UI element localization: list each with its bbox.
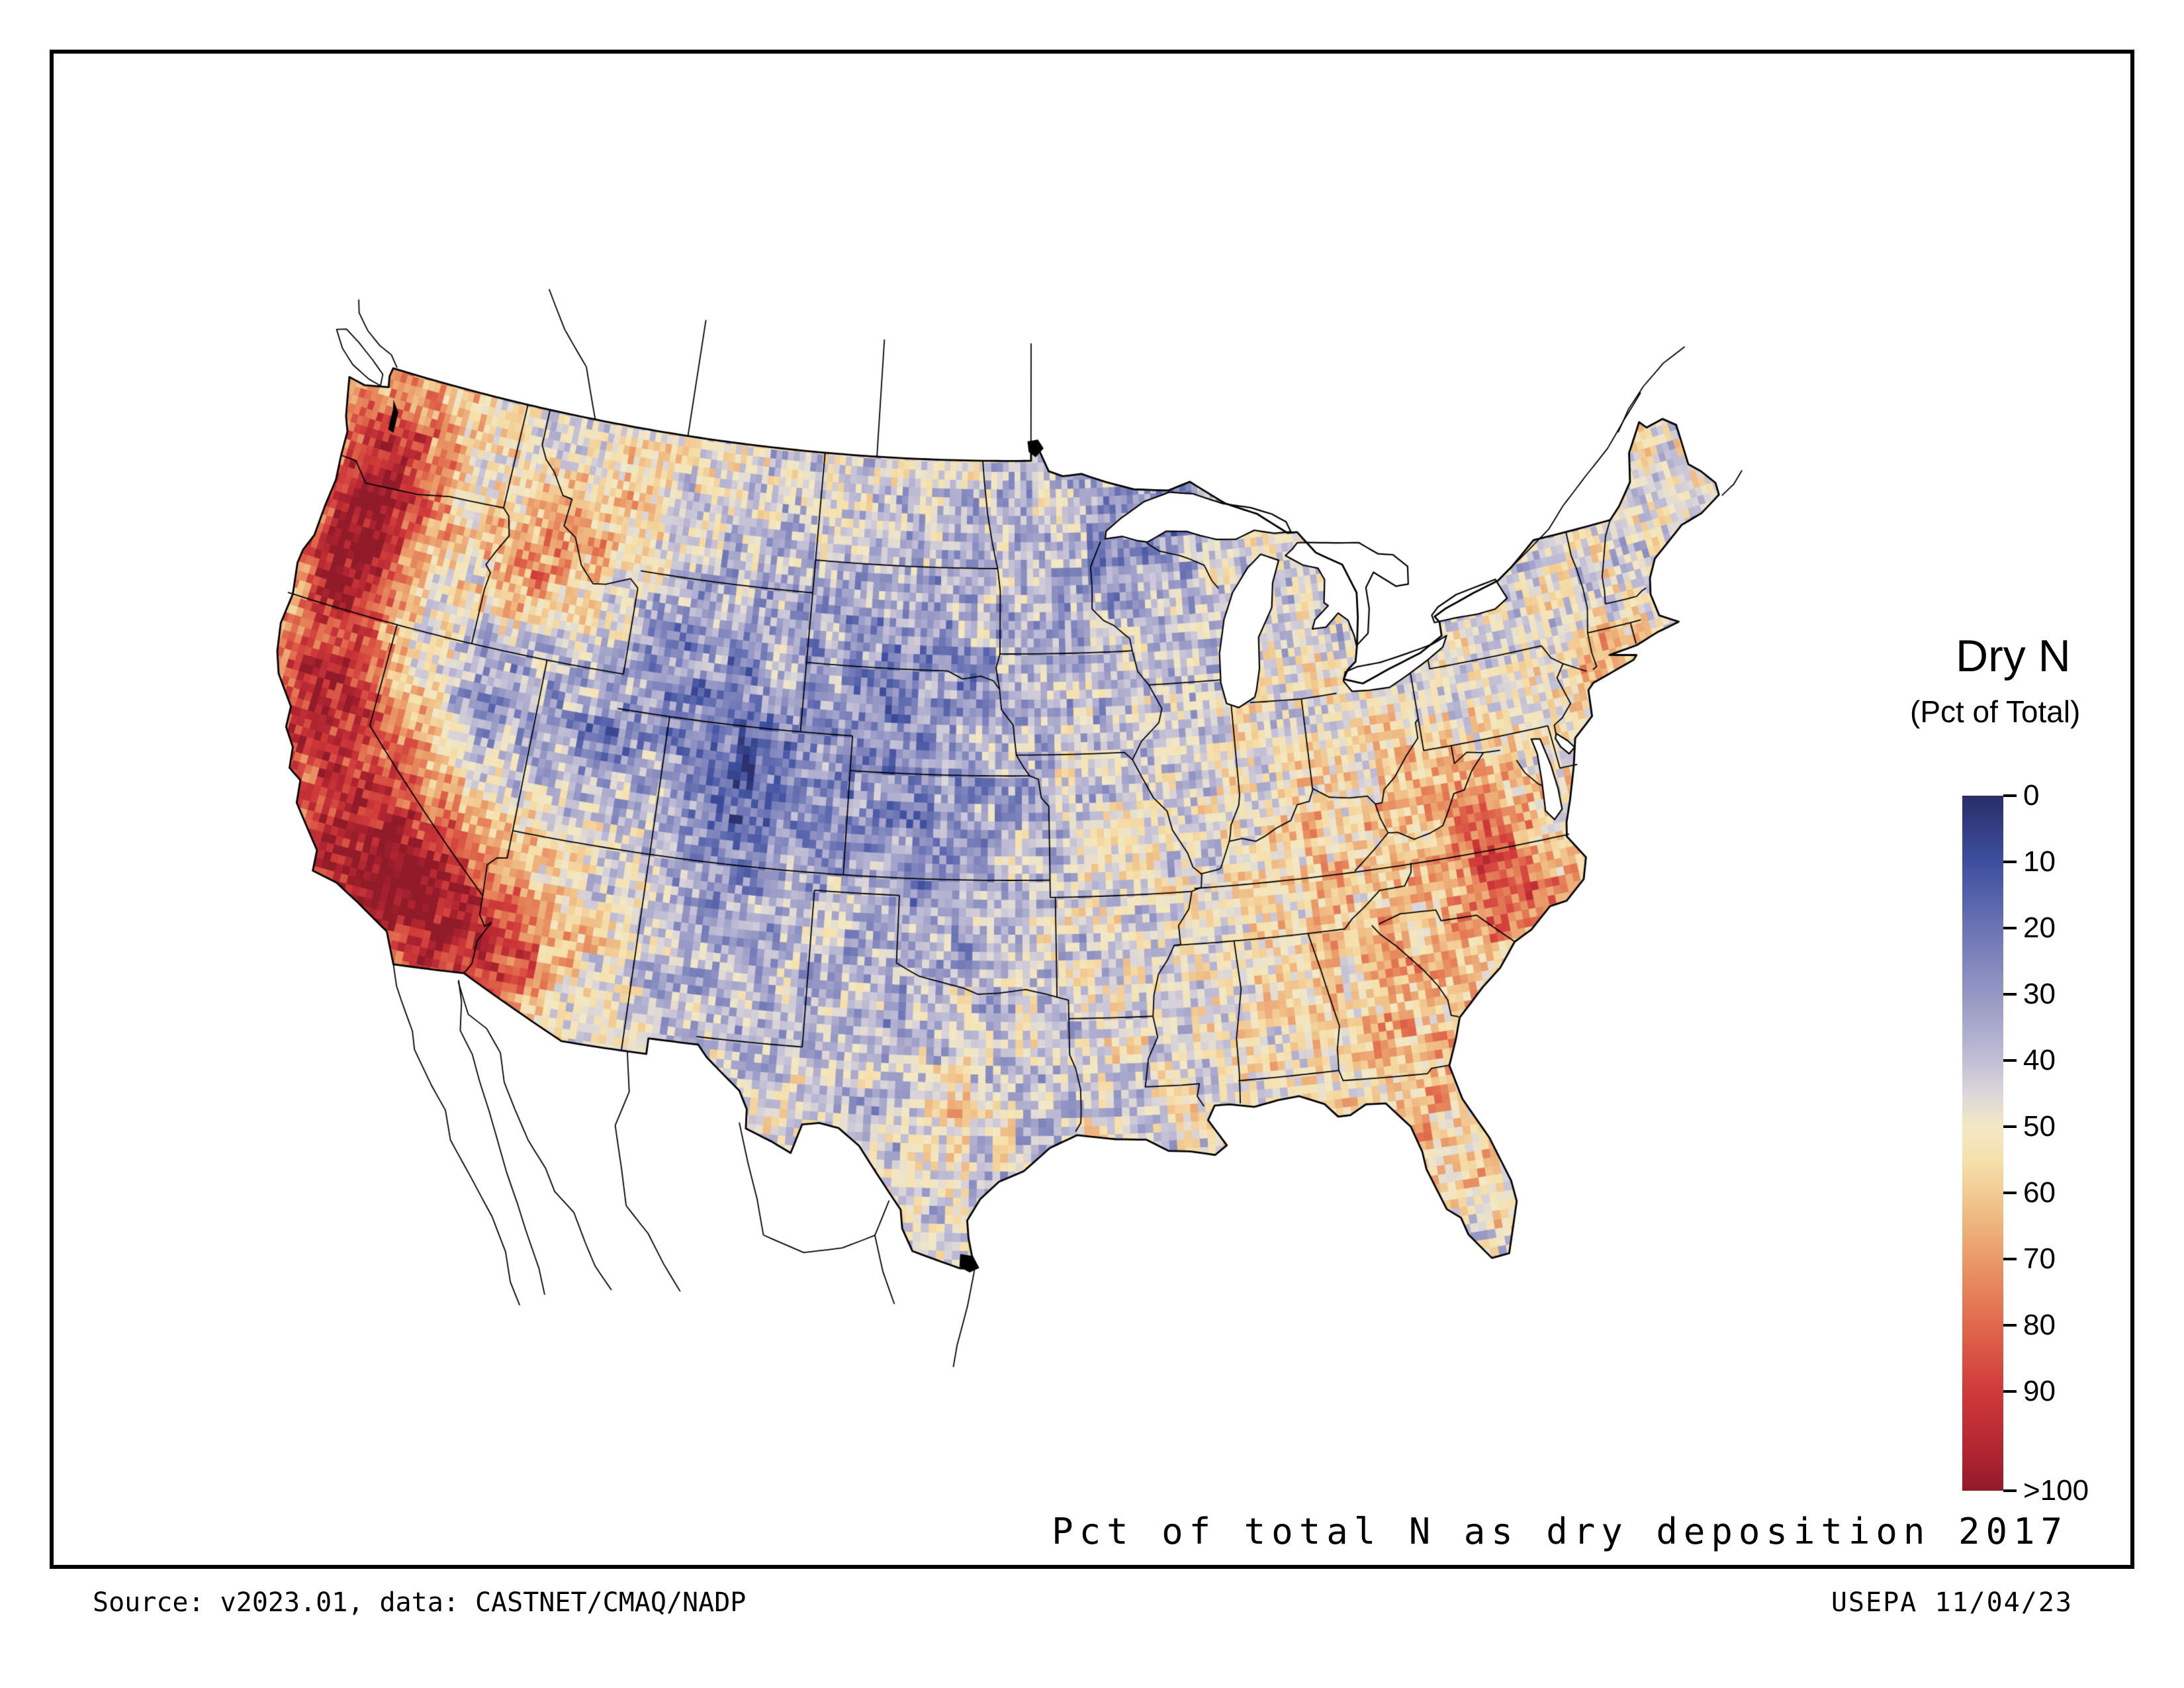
colorbar: 0 10 20 30 40 50 60 70 80 90 >100 — [1962, 779, 2089, 1507]
colorbar-tick: 80 — [2003, 1309, 2056, 1342]
tick-mark-icon — [2003, 861, 2017, 863]
legend-subtitle: (Pct of Total) — [1910, 694, 2081, 729]
colorbar-tick-label: 40 — [2023, 1044, 2056, 1076]
colorbar-tick-label: 20 — [2023, 912, 2056, 944]
colorbar-tick: 70 — [2003, 1243, 2056, 1276]
colorbar-tick: 60 — [2003, 1176, 2056, 1209]
colorbar-tick: 90 — [2003, 1375, 2056, 1408]
colorbar-tick-label: 0 — [2023, 779, 2040, 812]
colorbar-tick-label: 70 — [2023, 1243, 2056, 1275]
colorbar-tick-label: 60 — [2023, 1176, 2056, 1209]
legend-title: Dry N — [1956, 631, 2071, 681]
colorbar-tick: 20 — [2003, 912, 2056, 945]
colorbar-tick-label: 30 — [2023, 978, 2056, 1010]
colorbar-tick-label: 90 — [2023, 1375, 2056, 1407]
tick-mark-icon — [2003, 993, 2017, 996]
legend: Dry N (Pct of Total) 0 10 20 30 40 50 60 70 80 90… — [1906, 630, 2184, 1570]
colorbar-tick: >100 — [2003, 1474, 2089, 1507]
agency-date-note: USEPA 11/04/23 — [1831, 1587, 2073, 1618]
colorbar-tick-label: 80 — [2023, 1309, 2056, 1341]
tick-mark-icon — [2003, 794, 2017, 797]
tick-mark-icon — [2003, 927, 2017, 929]
colorbar-tick: 10 — [2003, 845, 2056, 878]
colorbar-gradient — [1962, 796, 2003, 1491]
colorbar-tick: 30 — [2003, 978, 2056, 1011]
map-caption: Pct of total N as dry deposition 2017 — [1052, 1511, 2068, 1552]
figure-frame — [50, 50, 2134, 1569]
tick-mark-icon — [2003, 1390, 2017, 1393]
tick-mark-icon — [2003, 1192, 2017, 1194]
colorbar-tick: 50 — [2003, 1110, 2056, 1143]
colorbar-tick-label: 10 — [2023, 845, 2056, 878]
tick-mark-icon — [2003, 1125, 2017, 1128]
colorbar-tick: 40 — [2003, 1044, 2056, 1077]
tick-mark-icon — [2003, 1489, 2017, 1492]
colorbar-tick-label: >100 — [2023, 1474, 2089, 1507]
tick-mark-icon — [2003, 1324, 2017, 1327]
colorbar-tick: 0 — [2003, 779, 2039, 812]
colorbar-tick-label: 50 — [2023, 1110, 2056, 1143]
source-note: Source: v2023.01, data: CASTNET/CMAQ/NAD… — [93, 1587, 747, 1618]
us-map-canvas — [63, 89, 1976, 1519]
colorbar-ticks: 0 10 20 30 40 50 60 70 80 90 >100 — [1962, 779, 2089, 1507]
tick-mark-icon — [2003, 1059, 2017, 1062]
tick-mark-icon — [2003, 1258, 2017, 1260]
